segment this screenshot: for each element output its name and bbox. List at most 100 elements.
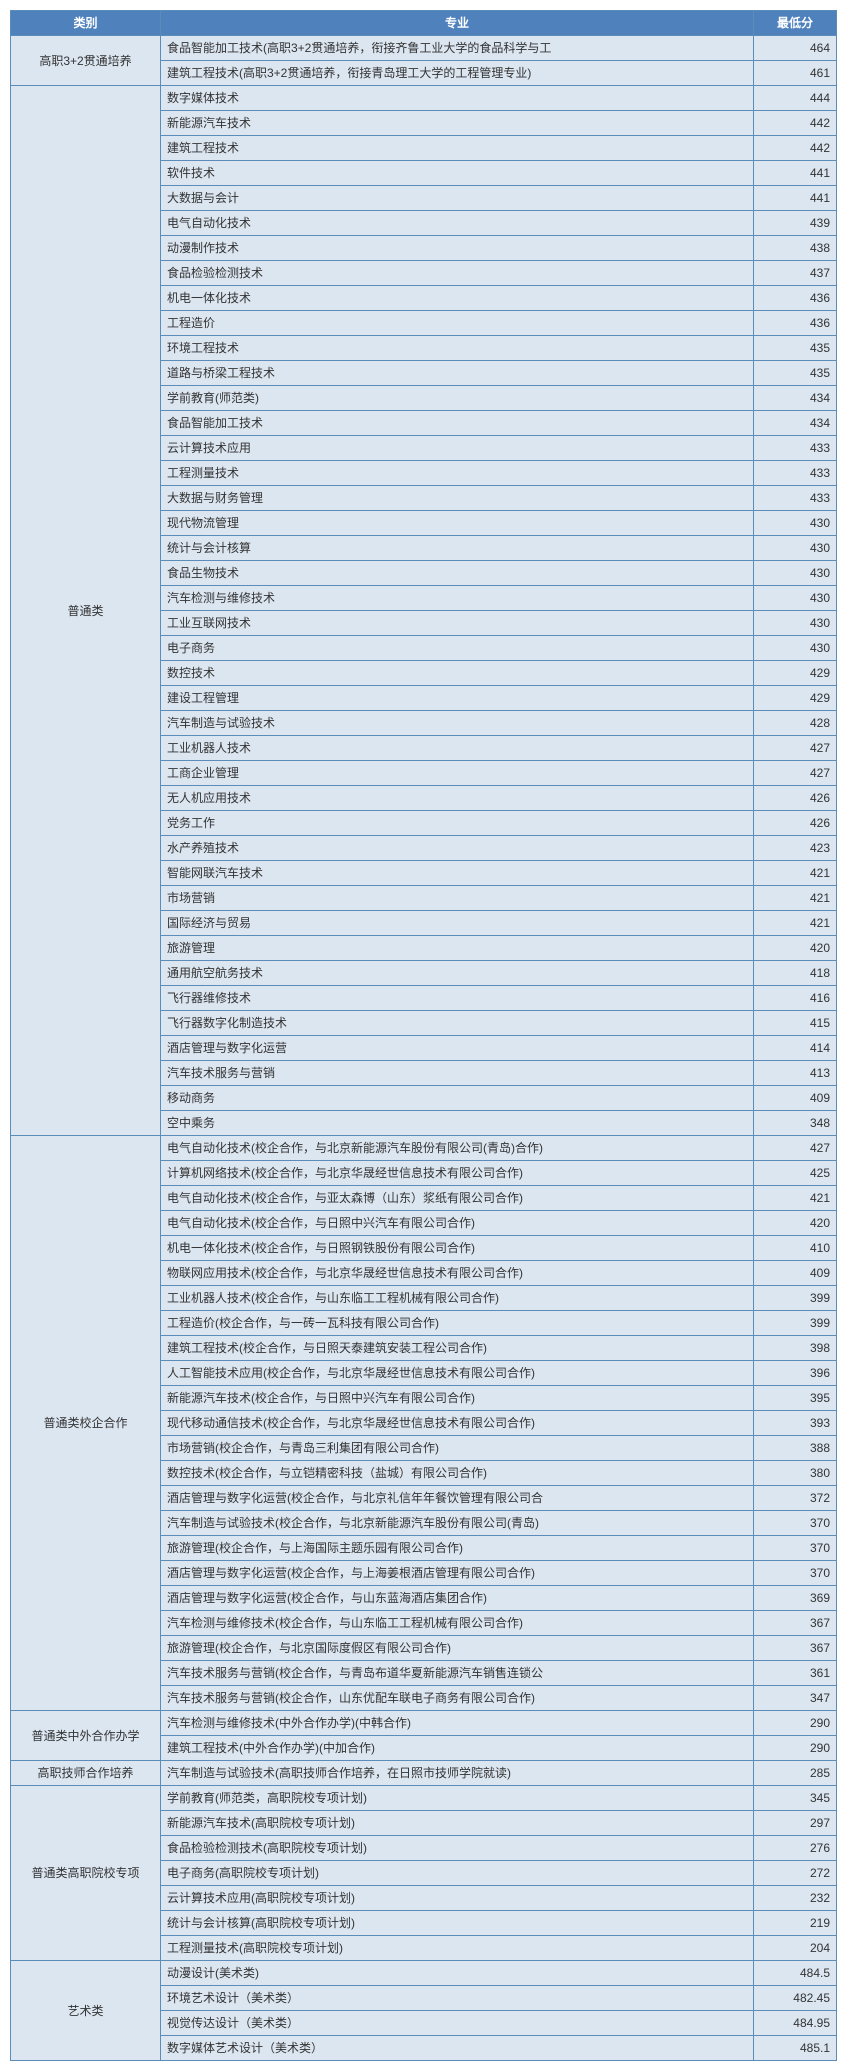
score-cell: 430 (754, 511, 837, 536)
score-cell: 290 (754, 1711, 837, 1736)
table-row: 普通类校企合作电气自动化技术(校企合作，与北京新能源汽车股份有限公司(青岛)合作… (11, 1136, 837, 1161)
major-cell: 食品生物技术 (161, 561, 754, 586)
major-cell: 大数据与会计 (161, 186, 754, 211)
major-cell: 动漫制作技术 (161, 236, 754, 261)
score-cell: 418 (754, 961, 837, 986)
major-cell: 工业机器人技术(校企合作，与山东临工工程机械有限公司合作) (161, 1286, 754, 1311)
score-cell: 416 (754, 986, 837, 1011)
major-cell: 工程造价 (161, 311, 754, 336)
score-cell: 429 (754, 661, 837, 686)
major-cell: 计算机网络技术(校企合作，与北京华晟经世信息技术有限公司合作) (161, 1161, 754, 1186)
category-cell: 普通类 (11, 86, 161, 1136)
major-cell: 党务工作 (161, 811, 754, 836)
score-cell: 367 (754, 1611, 837, 1636)
major-cell: 无人机应用技术 (161, 786, 754, 811)
score-cell: 380 (754, 1461, 837, 1486)
col-major: 专业 (161, 11, 754, 36)
major-cell: 酒店管理与数字化运营 (161, 1036, 754, 1061)
score-cell: 370 (754, 1536, 837, 1561)
score-cell: 297 (754, 1811, 837, 1836)
table-row: 普通类高职院校专项学前教育(师范类，高职院校专项计划)345 (11, 1786, 837, 1811)
col-category: 类别 (11, 11, 161, 36)
score-cell: 409 (754, 1086, 837, 1111)
score-cell: 430 (754, 636, 837, 661)
score-cell: 272 (754, 1861, 837, 1886)
major-cell: 酒店管理与数字化运营(校企合作，与山东蓝海酒店集团合作) (161, 1586, 754, 1611)
major-cell: 道路与桥梁工程技术 (161, 361, 754, 386)
major-cell: 数字媒体艺术设计（美术类） (161, 2036, 754, 2061)
score-cell: 409 (754, 1261, 837, 1286)
major-cell: 飞行器维修技术 (161, 986, 754, 1011)
score-cell: 414 (754, 1036, 837, 1061)
score-cell: 413 (754, 1061, 837, 1086)
score-cell: 436 (754, 286, 837, 311)
score-cell: 347 (754, 1686, 837, 1711)
major-cell: 电气自动化技术(校企合作，与北京新能源汽车股份有限公司(青岛)合作) (161, 1136, 754, 1161)
major-cell: 统计与会计核算 (161, 536, 754, 561)
major-cell: 汽车检测与维修技术(中外合作办学)(中韩合作) (161, 1711, 754, 1736)
major-cell: 视觉传达设计（美术类） (161, 2011, 754, 2036)
score-cell: 290 (754, 1736, 837, 1761)
score-cell: 204 (754, 1936, 837, 1961)
score-cell: 433 (754, 486, 837, 511)
major-cell: 市场营销(校企合作，与青岛三利集团有限公司合作) (161, 1436, 754, 1461)
table-row: 普通类中外合作办学汽车检测与维修技术(中外合作办学)(中韩合作)290 (11, 1711, 837, 1736)
major-cell: 工业机器人技术 (161, 736, 754, 761)
major-cell: 食品检验检测技术(高职院校专项计划) (161, 1836, 754, 1861)
score-cell: 276 (754, 1836, 837, 1861)
score-cell: 442 (754, 136, 837, 161)
major-cell: 学前教育(师范类) (161, 386, 754, 411)
score-cell: 464 (754, 36, 837, 61)
major-cell: 机电一体化技术(校企合作，与日照钢铁股份有限公司合作) (161, 1236, 754, 1261)
major-cell: 通用航空航务技术 (161, 961, 754, 986)
major-cell: 食品检验检测技术 (161, 261, 754, 286)
score-cell: 484.5 (754, 1961, 837, 1986)
major-cell: 汽车技术服务与营销(校企合作，与青岛布道华夏新能源汽车销售连锁公 (161, 1661, 754, 1686)
category-cell: 普通类校企合作 (11, 1136, 161, 1711)
major-cell: 动漫设计(美术类) (161, 1961, 754, 1986)
category-cell: 普通类中外合作办学 (11, 1711, 161, 1761)
score-cell: 398 (754, 1336, 837, 1361)
score-cell: 388 (754, 1436, 837, 1461)
score-cell: 485.1 (754, 2036, 837, 2061)
score-cell: 427 (754, 736, 837, 761)
major-cell: 工商企业管理 (161, 761, 754, 786)
score-cell: 420 (754, 1211, 837, 1236)
major-cell: 工程造价(校企合作，与一砖一瓦科技有限公司合作) (161, 1311, 754, 1336)
category-cell: 普通类高职院校专项 (11, 1786, 161, 1961)
score-cell: 436 (754, 311, 837, 336)
score-cell: 232 (754, 1886, 837, 1911)
major-cell: 现代移动通信技术(校企合作，与北京华晟经世信息技术有限公司合作) (161, 1411, 754, 1436)
major-cell: 云计算技术应用 (161, 436, 754, 461)
score-cell: 369 (754, 1586, 837, 1611)
major-cell: 统计与会计核算(高职院校专项计划) (161, 1911, 754, 1936)
major-cell: 移动商务 (161, 1086, 754, 1111)
major-cell: 新能源汽车技术(高职院校专项计划) (161, 1811, 754, 1836)
category-cell: 艺术类 (11, 1961, 161, 2061)
major-cell: 电子商务 (161, 636, 754, 661)
major-cell: 食品智能加工技术 (161, 411, 754, 436)
score-cell: 370 (754, 1561, 837, 1586)
major-cell: 汽车技术服务与营销(校企合作，山东优配车联电子商务有限公司合作) (161, 1686, 754, 1711)
major-cell: 云计算技术应用(高职院校专项计划) (161, 1886, 754, 1911)
major-cell: 建设工程管理 (161, 686, 754, 711)
major-cell: 旅游管理 (161, 936, 754, 961)
score-cell: 399 (754, 1286, 837, 1311)
score-cell: 370 (754, 1511, 837, 1536)
score-cell: 421 (754, 1186, 837, 1211)
score-cell: 393 (754, 1411, 837, 1436)
score-cell: 361 (754, 1661, 837, 1686)
major-cell: 水产养殖技术 (161, 836, 754, 861)
score-cell: 435 (754, 361, 837, 386)
score-cell: 461 (754, 61, 837, 86)
major-cell: 建筑工程技术(中外合作办学)(中加合作) (161, 1736, 754, 1761)
score-cell: 420 (754, 936, 837, 961)
table-row: 艺术类动漫设计(美术类)484.5 (11, 1961, 837, 1986)
major-cell: 汽车检测与维修技术 (161, 586, 754, 611)
score-cell: 430 (754, 536, 837, 561)
score-cell: 484.95 (754, 2011, 837, 2036)
score-cell: 435 (754, 336, 837, 361)
score-cell: 427 (754, 761, 837, 786)
major-cell: 汽车制造与试验技术(高职技师合作培养，在日照市技师学院就读) (161, 1761, 754, 1786)
major-cell: 智能网联汽车技术 (161, 861, 754, 886)
